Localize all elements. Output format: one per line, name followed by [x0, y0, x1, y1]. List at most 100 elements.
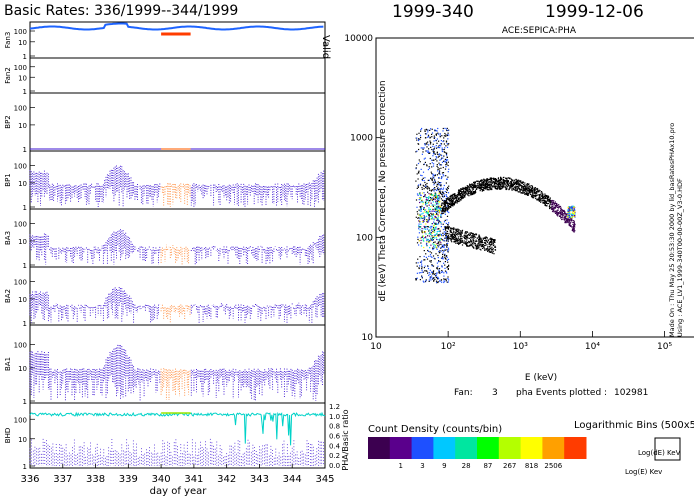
pha-point — [470, 244, 472, 246]
pha-point — [435, 253, 437, 255]
pha-point — [484, 188, 486, 190]
pha-point — [436, 205, 438, 207]
pha-point — [556, 210, 558, 212]
pha-point — [487, 247, 489, 249]
pha-point — [550, 208, 553, 210]
pha-point — [438, 222, 440, 224]
pha-point — [521, 186, 523, 188]
pha-point — [452, 233, 454, 235]
pha-point — [443, 204, 445, 206]
pha-point — [497, 186, 499, 188]
pha-point — [549, 207, 551, 209]
pha-point — [574, 226, 576, 228]
pha-point — [447, 144, 449, 146]
pha-point — [572, 206, 574, 208]
pha-point — [553, 211, 556, 213]
pha-point — [421, 179, 424, 181]
pha-point — [474, 192, 476, 194]
pha-point — [430, 239, 432, 241]
pha-point — [520, 185, 522, 187]
pha-point — [509, 182, 511, 184]
pha-point — [435, 228, 437, 230]
pha-point — [560, 208, 562, 210]
pha-point — [431, 133, 433, 135]
pha-point — [431, 210, 433, 212]
pha-point — [444, 147, 446, 149]
pha-point — [474, 186, 477, 189]
pha-point — [465, 188, 467, 190]
pha-point — [457, 240, 459, 242]
pha-point — [446, 143, 448, 145]
pha-point — [428, 201, 430, 203]
pha-point — [494, 246, 497, 248]
pha-point — [443, 148, 445, 151]
pha-point — [476, 244, 478, 246]
panel-tick-label: 10 — [18, 74, 27, 82]
pha-point — [444, 161, 446, 163]
pha-point — [436, 160, 438, 162]
pha-point — [489, 183, 492, 185]
pha-point — [431, 223, 434, 225]
ratio-tick-label: 0.8 — [329, 423, 340, 431]
pha-point — [574, 224, 576, 226]
pha-point — [425, 150, 427, 152]
pha-point — [446, 189, 448, 191]
pha-point — [430, 261, 432, 263]
pha-point — [420, 272, 422, 274]
pha-point — [440, 187, 442, 189]
pha-point — [525, 185, 527, 187]
pha-point — [520, 192, 522, 194]
pha-point — [562, 210, 564, 212]
pha-point — [571, 218, 573, 220]
pha-point — [429, 215, 431, 217]
pha-point — [422, 171, 425, 173]
pha-point — [494, 180, 496, 182]
pha-point — [436, 202, 438, 204]
pha-point — [457, 191, 459, 193]
pha-point — [544, 201, 546, 204]
pha-point — [506, 178, 508, 180]
pha-point — [457, 196, 459, 198]
pha-point — [472, 232, 474, 235]
pha-point — [490, 177, 492, 179]
pha-point — [433, 195, 435, 197]
pha-point — [435, 130, 437, 132]
pha-point — [548, 202, 550, 205]
pha-point — [423, 147, 425, 149]
pha-point — [459, 240, 461, 242]
events-value: 102981 — [614, 388, 648, 398]
pha-point — [430, 244, 432, 246]
pha-point — [472, 185, 474, 187]
pha-point — [460, 188, 462, 190]
pha-point — [447, 228, 449, 230]
pha-point — [443, 207, 445, 209]
pha-point — [559, 211, 561, 213]
pha-point — [483, 248, 485, 250]
pha-point — [479, 190, 481, 192]
pha-point — [447, 278, 449, 280]
pha-point — [446, 226, 448, 228]
pha-point — [447, 202, 449, 204]
pha-point — [446, 243, 448, 245]
pha-point — [463, 240, 465, 242]
pha-point — [490, 188, 492, 191]
pha-point — [433, 177, 435, 179]
pha-point — [563, 214, 565, 216]
pha-point — [423, 163, 426, 165]
pha-point — [441, 210, 443, 213]
pha-point — [484, 185, 486, 187]
pha-point — [466, 243, 468, 246]
pha-point — [444, 203, 446, 205]
ratio-tick-label: 1.2 — [329, 403, 340, 411]
pha-point — [444, 253, 446, 255]
pha-point — [534, 192, 536, 194]
pha-point — [437, 230, 439, 232]
pha-point — [529, 189, 531, 191]
pha-point — [415, 199, 418, 201]
pha-point — [528, 183, 530, 185]
pha-point — [457, 242, 459, 244]
pha-point — [416, 272, 418, 274]
pha-point — [469, 187, 471, 189]
day-tick-label: 343 — [250, 474, 269, 485]
pha-point — [572, 209, 574, 211]
